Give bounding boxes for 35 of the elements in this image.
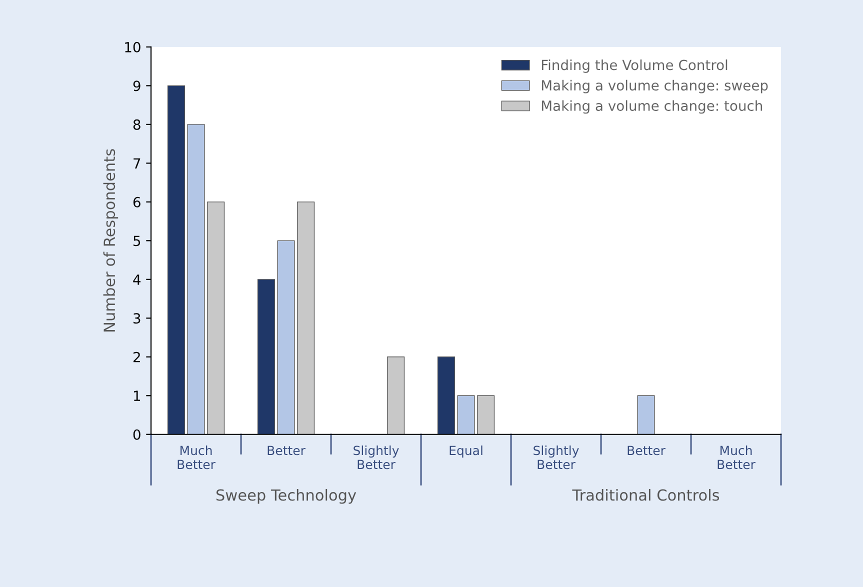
y-tick-label: 7: [134, 158, 140, 168]
y-tick-label: 1: [134, 390, 140, 401]
x-tick-label: Slightly Better: [534, 445, 579, 470]
y-tick-label: 2: [133, 352, 140, 362]
y-tick-label: 5: [134, 236, 140, 246]
y-tick-label: 9: [133, 80, 140, 92]
bar: [477, 395, 495, 434]
bar: [257, 279, 275, 434]
text: Sweep Technology: [216, 488, 356, 504]
y-tick-label: 6: [133, 196, 140, 208]
bar: [277, 240, 295, 434]
x-tick-label: Slightly Better: [354, 445, 399, 470]
x-tick-label: Much Better: [718, 445, 756, 470]
y-axis-title: Number of Respondents: [103, 149, 118, 332]
bar: [187, 124, 205, 434]
bar: [437, 356, 455, 434]
legend-label: Finding the Volume Control: [542, 59, 728, 73]
y-tick-label: 0: [133, 429, 140, 440]
y-tick-label: 3: [134, 313, 140, 324]
bar: [387, 356, 405, 434]
bar: [207, 202, 225, 434]
legend-label: Making a volume change: sweep: [542, 80, 768, 94]
bar: [457, 395, 475, 434]
y-tick-label: 8: [133, 119, 140, 130]
y-tick-label: 4: [133, 274, 141, 285]
bar: [167, 85, 185, 434]
legend-label: Making a volume change: touch: [542, 100, 762, 114]
x-tick-label: Equal: [450, 445, 482, 458]
x-tick-label: Much Better: [178, 445, 216, 470]
x-tick-label: Better: [628, 446, 666, 456]
x-tick-label: Better: [268, 446, 306, 456]
bar: [637, 395, 655, 434]
bar: [297, 202, 315, 434]
y-tick-label: 10: [125, 42, 140, 52]
text: Traditional Controls: [572, 488, 720, 501]
